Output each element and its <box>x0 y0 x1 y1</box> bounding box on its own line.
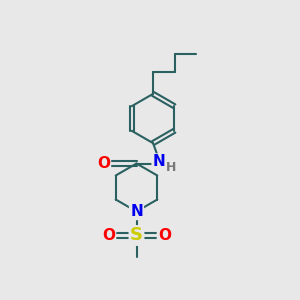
Text: H: H <box>166 160 176 174</box>
Text: N: N <box>153 154 165 169</box>
Text: O: O <box>158 228 171 243</box>
Text: S: S <box>130 226 143 244</box>
Text: O: O <box>102 228 115 243</box>
Text: O: O <box>97 156 110 171</box>
Text: N: N <box>130 204 143 219</box>
